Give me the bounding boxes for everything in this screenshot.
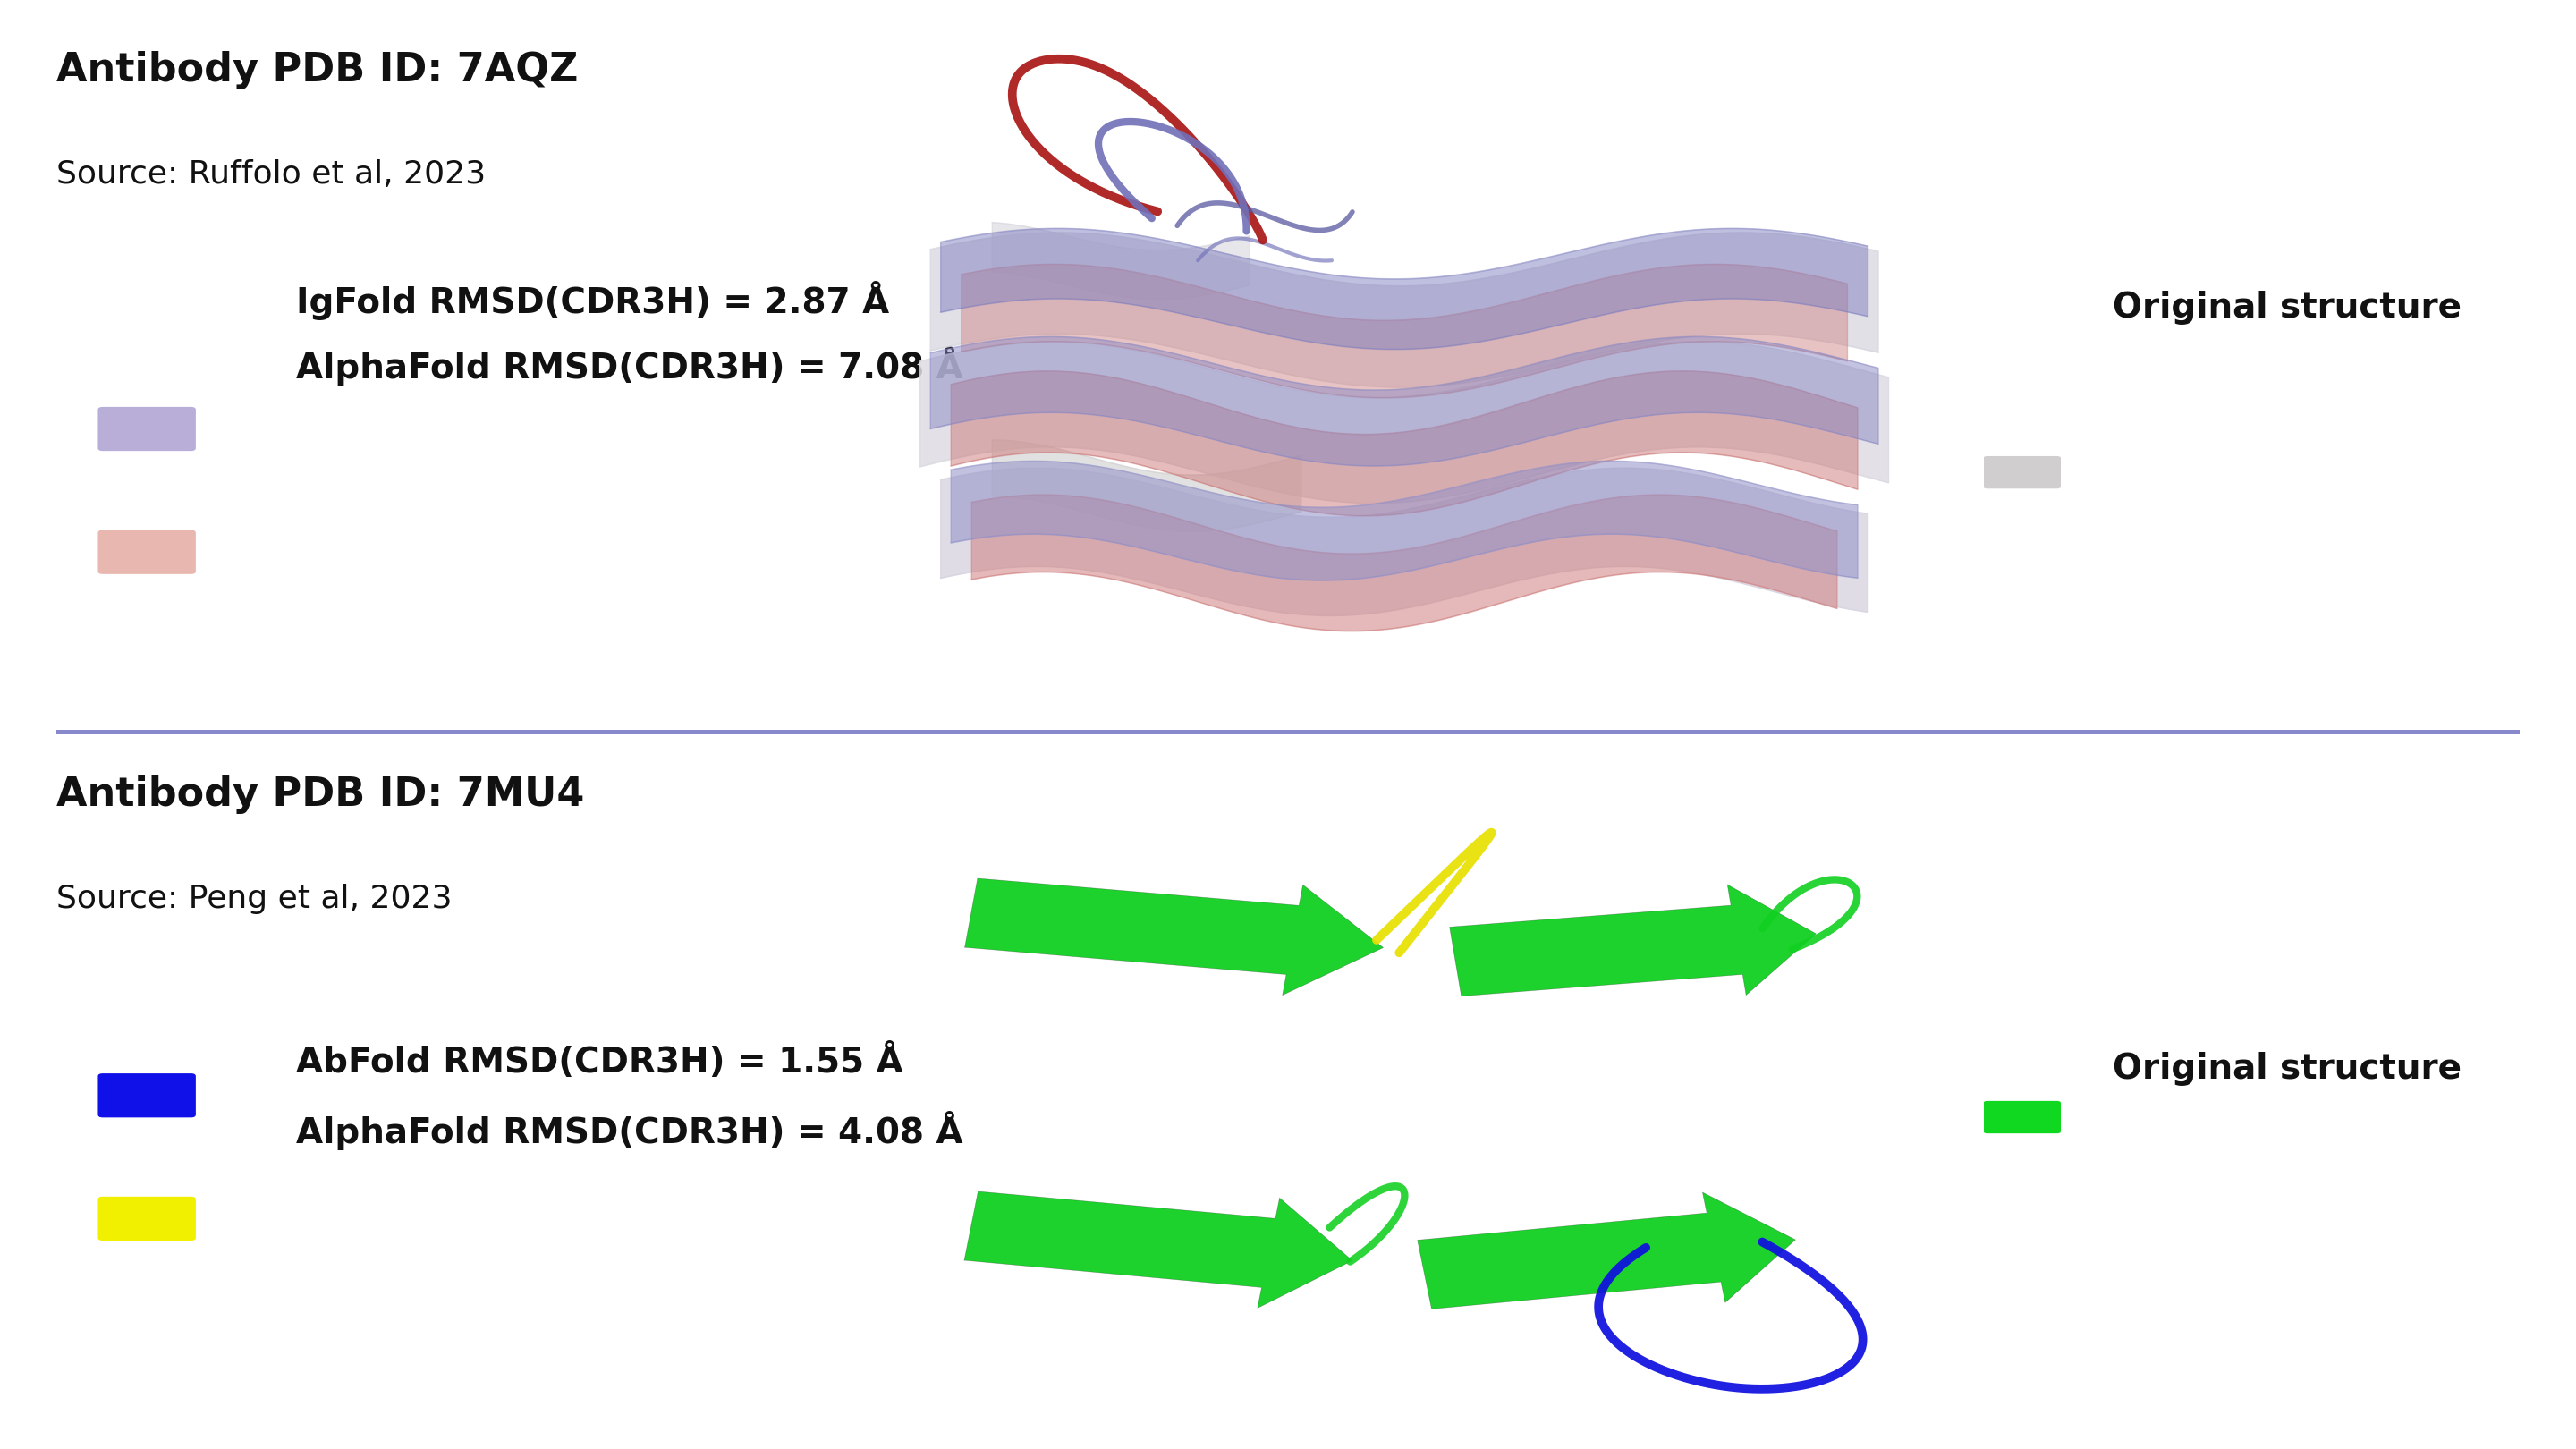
Text: Original structure: Original structure	[2112, 291, 2460, 325]
FancyBboxPatch shape	[98, 530, 196, 574]
Text: AbFold RMSD(CDR3H) = 1.55 Å: AbFold RMSD(CDR3H) = 1.55 Å	[296, 1043, 904, 1080]
FancyBboxPatch shape	[98, 1197, 196, 1240]
FancyBboxPatch shape	[98, 1074, 196, 1117]
Polygon shape	[966, 878, 1383, 995]
Polygon shape	[1450, 884, 1816, 995]
Text: AlphaFold RMSD(CDR3H) = 4.08 Å: AlphaFold RMSD(CDR3H) = 4.08 Å	[296, 1110, 963, 1151]
Polygon shape	[963, 1191, 1352, 1308]
FancyBboxPatch shape	[1984, 456, 2061, 488]
Text: AlphaFold RMSD(CDR3H) = 7.08 Å: AlphaFold RMSD(CDR3H) = 7.08 Å	[296, 346, 963, 385]
FancyBboxPatch shape	[57, 730, 2519, 735]
Text: IgFold RMSD(CDR3H) = 2.87 Å: IgFold RMSD(CDR3H) = 2.87 Å	[296, 281, 889, 320]
Text: Original structure: Original structure	[2112, 1052, 2460, 1085]
Polygon shape	[1417, 1193, 1795, 1308]
FancyBboxPatch shape	[98, 407, 196, 451]
Text: Antibody PDB ID: 7MU4: Antibody PDB ID: 7MU4	[57, 775, 585, 814]
FancyBboxPatch shape	[1984, 1101, 2061, 1133]
Text: Source: Peng et al, 2023: Source: Peng et al, 2023	[57, 884, 453, 914]
Text: Source: Ruffolo et al, 2023: Source: Ruffolo et al, 2023	[57, 159, 487, 190]
Text: Antibody PDB ID: 7AQZ: Antibody PDB ID: 7AQZ	[57, 51, 580, 90]
